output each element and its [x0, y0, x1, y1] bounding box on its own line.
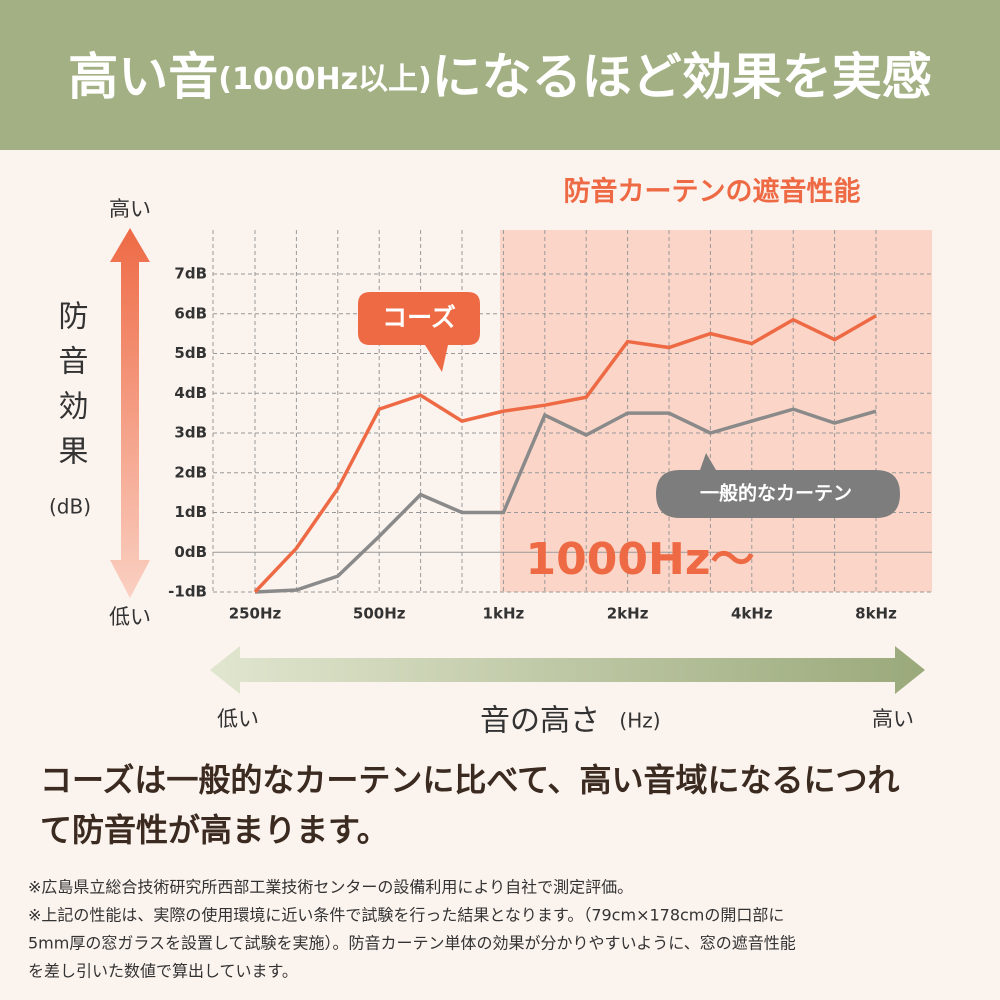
series-callout: コーズ: [382, 303, 456, 332]
y-tick-label: 4dB: [174, 384, 207, 402]
highlight-region: [500, 230, 932, 592]
y-tick-label: 1dB: [174, 503, 207, 521]
y-axis-unit: (dB): [49, 495, 91, 519]
y-tick-label: 3dB: [174, 424, 207, 442]
summary-line: て防音性が高まります。: [40, 811, 389, 849]
y-arrow: [110, 228, 150, 598]
x-tick-label: 4kHz: [731, 605, 773, 623]
header-band: [0, 0, 1000, 150]
callout-bubble: [358, 292, 480, 372]
x-tick-label: 250Hz: [229, 605, 282, 623]
highlight-title: 防音カーテンの遮音性能: [564, 176, 861, 208]
header-title: 高い音(1000Hz以上)になるほど効果を実感: [68, 48, 932, 106]
lines: [253, 314, 877, 594]
y-tick-label: 5dB: [174, 344, 207, 362]
title-part: (1000Hz以上): [218, 62, 432, 97]
series-line: [253, 314, 877, 594]
note-line: ※上記の性能は、実際の使用環境に近い条件で試験を行った結果となります。（79cm…: [28, 906, 784, 925]
x-tick-label: 8kHz: [855, 605, 897, 623]
highlight-label: 1000Hz〜: [526, 534, 755, 585]
y-axis-label: 防音効果: [53, 300, 88, 480]
y-tick-label: 0dB: [174, 543, 207, 561]
y-tick-label: -1dB: [168, 583, 207, 601]
series-callout: 一般的なカーテン: [700, 482, 852, 505]
x-axis-unit: (Hz): [619, 709, 660, 733]
title-part: 高い音: [68, 48, 218, 106]
grid: -1dB 0dB 1dB 2dB 3dB 4dB 5dB 6dB 7dB 250Hz 500Hz 1k…: [168, 230, 932, 623]
y-tick-label: 6dB: [174, 304, 207, 322]
series-line: [254, 407, 877, 594]
x-arrow: [210, 646, 925, 694]
y-tick-label: 2dB: [174, 463, 207, 481]
callout-bubble: [656, 453, 900, 518]
x-axis-label: 音の高さ: [480, 704, 600, 739]
x-tick-label: 2kHz: [607, 605, 649, 623]
summary-line: コーズは一般的なカーテンに比べて、高い音域になるにつれ: [40, 761, 900, 799]
x-tick-label: 1kHz: [483, 605, 525, 623]
note-line: を差し引いた数値で算出しています。: [28, 962, 298, 981]
y-axis-top: 高い: [109, 197, 151, 221]
y-tick-label: 7dB: [174, 265, 207, 283]
x-axis-right: 高い: [872, 707, 914, 731]
note-line: 5mm厚の窓ガラスを設置して試験を実施）。防音カーテン単体の効果が分かりやすいよ…: [28, 934, 796, 953]
x-tick-label: 500Hz: [353, 605, 406, 623]
x-axis-left: 低い: [217, 707, 259, 731]
note-line: ※広島県立総合技術研究所西部工業技術センターの設備利用により自社で測定評価。: [28, 878, 633, 897]
title-part: になるほど効果を実感: [432, 48, 932, 106]
y-axis-bottom: 低い: [109, 605, 151, 629]
